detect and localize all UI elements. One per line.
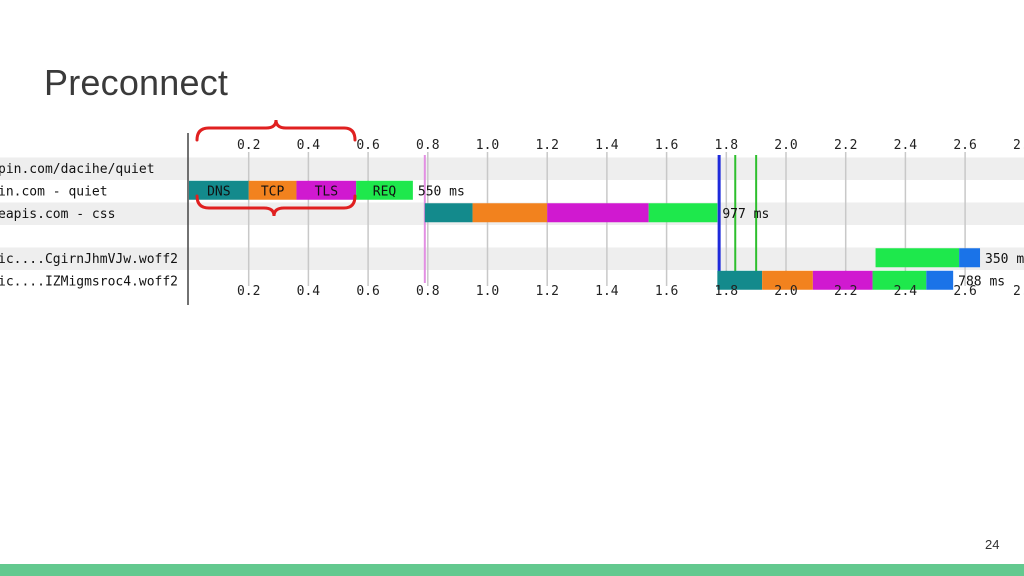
phase-label: DNS	[207, 184, 230, 199]
tick-label-bottom: 2.2	[834, 284, 857, 299]
bar-segment-tcp	[472, 203, 548, 223]
tick-label-bottom: 0.4	[297, 284, 321, 299]
row-band	[0, 247, 1024, 270]
tick-label-top: 0.4	[297, 138, 321, 153]
bar-segment-tcp	[248, 180, 297, 200]
bar-segment-tls	[812, 270, 873, 290]
duration-label: 977 ms	[722, 207, 769, 222]
axis-top: 0.2 0.4 0.6 0.8 1.0 1.2 1.4 1.6 1.8 2.0 2.2 2.4 2.6 2…	[237, 138, 1024, 153]
tick-label-bottom: 2.0	[774, 284, 797, 299]
tick-label-top: 2.8	[1013, 138, 1024, 153]
tick-label-bottom: 0.2	[237, 284, 260, 299]
bar-segment-dns	[424, 203, 473, 223]
tick-label-top: 1.8	[715, 138, 738, 153]
bar-segment-tls	[547, 203, 649, 223]
tick-label-top: 2.4	[894, 138, 918, 153]
bar-segment-req	[356, 180, 413, 200]
bar-segment-dns	[717, 270, 763, 290]
row-label: in.com - quiet	[0, 184, 108, 199]
tick-label-top: 2.6	[953, 138, 976, 153]
bar-segment-dns	[189, 180, 249, 200]
row-label: eapis.com - css	[0, 207, 115, 222]
tick-label-bottom: 1.6	[655, 284, 678, 299]
tick-label-top: 1.6	[655, 138, 678, 153]
tick-label-top: 1.0	[476, 138, 499, 153]
page-number: 24	[985, 537, 1000, 552]
tick-label-top: 1.4	[595, 138, 619, 153]
tick-label-top: 0.8	[416, 138, 439, 153]
row-labels: pin.com/dacihe/quiet in.com - quiet eapis.…	[0, 162, 178, 290]
row-label: ic....CgirnJhmVJw.woff2	[0, 252, 178, 267]
row-label: ic....IZMigmsroc4.woff2	[0, 274, 178, 289]
bar-segment-req	[875, 248, 960, 268]
phase-label: REQ	[373, 184, 397, 199]
duration-label: 350 ms	[985, 252, 1024, 267]
tick-label-bottom: 1.4	[595, 284, 619, 299]
row-band	[0, 157, 1024, 180]
tick-label-bottom: 2.6	[953, 284, 976, 299]
brace-top	[195, 119, 357, 142]
tick-label-top: 1.2	[535, 138, 558, 153]
row-label: pin.com/dacihe/quiet	[0, 162, 155, 177]
slide-title: Preconnect	[44, 62, 229, 103]
footer-bar	[0, 564, 1024, 576]
phase-label: TLS	[315, 184, 338, 199]
bar-segment-tls	[296, 180, 357, 200]
tick-label-bottom: 1.0	[476, 284, 499, 299]
tick-label-bottom: 2.4	[894, 284, 918, 299]
phase-label: TCP	[261, 184, 285, 199]
tick-label-bottom: 1.8	[715, 284, 738, 299]
bar-segment-tcp	[762, 270, 813, 290]
bar-segment-content	[926, 270, 954, 290]
tick-label-bottom: 1.2	[535, 284, 558, 299]
tick-label-top: 0.2	[237, 138, 260, 153]
axis-bottom: 0.2 0.4 0.6 0.8 1.0 1.2 1.4 1.6 1.8 2.0 2.2 2.4 2.6 2…	[237, 284, 1024, 299]
duration-label: 550 ms	[418, 184, 465, 199]
tick-label-bottom: 0.6	[356, 284, 379, 299]
request-bars: DNS TCP TLS REQ	[189, 180, 981, 290]
bar-segment-req	[872, 270, 927, 290]
bar-segment-content	[959, 248, 981, 268]
tick-label-top: 2.0	[774, 138, 797, 153]
bar-segment-req	[648, 203, 718, 223]
brace-bottom	[195, 194, 357, 217]
tick-label-bottom: 2.8	[1013, 284, 1024, 299]
tick-label-top: 0.6	[356, 138, 379, 153]
tick-label-top: 2.2	[834, 138, 857, 153]
duration-label: 788 ms	[958, 274, 1005, 289]
tick-label-bottom: 0.8	[416, 284, 439, 299]
duration-labels: 550 ms 977 ms 350 ms 788 ms	[418, 184, 1024, 289]
